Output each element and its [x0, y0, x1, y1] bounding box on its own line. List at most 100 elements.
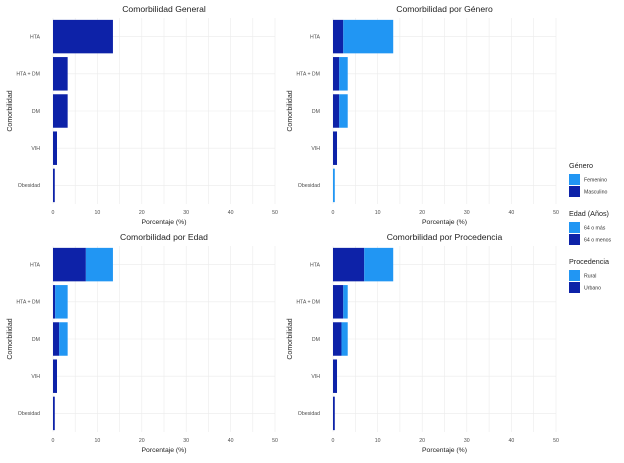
- bar-dm-64-o-menos: [53, 322, 60, 356]
- y-tick-label: Obesidad: [298, 411, 320, 417]
- bar-hta-64-o-menos: [53, 247, 86, 282]
- y-tick-label: HTA: [30, 262, 41, 268]
- x-axis-label: Porcentaje (%): [142, 447, 187, 454]
- y-tick-label: HTA + DM: [16, 300, 40, 306]
- bar-vih-urbano: [333, 359, 338, 393]
- chart-panel-4: HTA HTA + DM DM VIH Obesidad 0 10 20 30 40 50 Comor…: [287, 232, 559, 454]
- y-tick-label: VIH: [31, 374, 40, 380]
- y-tick-label: DM: [32, 337, 40, 343]
- legend-label: Rural: [584, 274, 596, 280]
- bar-dm-masculino: [333, 94, 340, 128]
- bar-hta-total: [53, 19, 113, 54]
- legend-label: Femenino: [584, 178, 607, 184]
- x-tick-label: 10: [375, 210, 381, 216]
- legend-title: Edad (Años): [569, 209, 609, 218]
- x-tick-label: 40: [228, 210, 234, 216]
- y-axis-label: Comorbilidad: [287, 318, 294, 359]
- bar-dm-total: [53, 94, 68, 128]
- bar-hta-dm-rural: [343, 285, 348, 319]
- x-tick-label: 10: [375, 438, 381, 444]
- legend-swatch: [569, 174, 580, 185]
- bar-hta-femenino: [343, 19, 394, 54]
- y-tick-label: VIH: [311, 374, 320, 380]
- bar-hta-dm-masculino: [333, 57, 340, 91]
- bar-hta-urbano: [333, 247, 365, 282]
- chart-title: Comorbilidad por Procedencia: [387, 232, 503, 242]
- bar-hta-rural: [364, 247, 394, 282]
- bar-hta-dm-urbano: [333, 285, 344, 319]
- y-axis-label: Comorbilidad: [7, 90, 14, 131]
- x-tick-label: 20: [139, 438, 145, 444]
- chart-title: Comorbilidad por Género: [396, 4, 493, 14]
- bar-hta-dm-64-o-m-s: [55, 285, 68, 319]
- bar-hta-dm-64-o-menos: [53, 285, 56, 319]
- x-tick-label: 20: [139, 210, 145, 216]
- legend-swatch: [569, 222, 580, 233]
- x-tick-label: 50: [272, 438, 278, 444]
- x-tick-label: 40: [228, 438, 234, 444]
- legend-label: 64 o menos: [584, 238, 612, 244]
- x-tick-label: 40: [509, 210, 515, 216]
- bar-vih-64-o-menos: [53, 359, 57, 393]
- legend-swatch: [569, 282, 580, 293]
- legend-label: Urbano: [584, 286, 601, 292]
- bar-hta-dm-femenino: [339, 57, 348, 91]
- bar-dm-femenino: [339, 94, 348, 128]
- x-tick-label: 0: [332, 210, 335, 216]
- bar-dm-64-o-m-s: [59, 322, 68, 356]
- x-tick-label: 30: [464, 438, 470, 444]
- bar-vih-total: [53, 131, 57, 165]
- x-tick-label: 40: [509, 438, 515, 444]
- y-tick-label: HTA: [310, 262, 321, 268]
- legend-3: Procedencia Rural Urbano: [569, 257, 609, 293]
- y-tick-label: HTA + DM: [296, 300, 320, 306]
- y-tick-label: Obesidad: [298, 183, 320, 189]
- chart-panel-3: HTA HTA + DM DM VIH Obesidad 0 10 20 30 40 50 Comor…: [7, 232, 278, 454]
- x-tick-label: 0: [52, 210, 55, 216]
- bar-hta-dm-total: [53, 57, 68, 91]
- legend-swatch: [569, 186, 580, 197]
- bar-hta-64-o-m-s: [85, 247, 113, 282]
- x-axis-label: Porcentaje (%): [142, 219, 187, 226]
- bar-dm-rural: [341, 322, 348, 356]
- y-tick-label: Obesidad: [18, 183, 40, 189]
- y-tick-label: HTA + DM: [16, 72, 40, 78]
- legend-label: 64 o más: [584, 226, 606, 232]
- y-tick-label: VIH: [311, 146, 320, 152]
- x-tick-label: 50: [553, 210, 559, 216]
- legend-label: Masculino: [584, 190, 607, 196]
- legend-1: Género Femenino Masculino: [569, 161, 607, 197]
- x-tick-label: 30: [183, 210, 189, 216]
- chart-panel-1: HTA HTA + DM DM VIH Obesidad 0 10 20 30 40 50 Comor…: [7, 4, 278, 226]
- y-axis-label: Comorbilidad: [7, 318, 14, 359]
- x-tick-label: 10: [95, 438, 101, 444]
- x-axis-label: Porcentaje (%): [422, 219, 467, 226]
- x-tick-label: 50: [272, 210, 278, 216]
- x-tick-label: 50: [553, 438, 559, 444]
- y-tick-label: DM: [312, 337, 320, 343]
- bar-obesidad-64-o-menos: [53, 396, 55, 431]
- bar-vih-masculino: [333, 131, 338, 165]
- bar-obesidad-femenino: [333, 168, 335, 203]
- x-axis-label: Porcentaje (%): [422, 447, 467, 454]
- bar-obesidad-total: [53, 168, 55, 203]
- y-tick-label: DM: [312, 109, 320, 115]
- y-tick-label: HTA + DM: [296, 72, 320, 78]
- bar-dm-urbano: [333, 322, 342, 356]
- legend-title: Procedencia: [569, 257, 609, 266]
- chart-title: Comorbilidad General: [122, 4, 206, 14]
- y-tick-label: Obesidad: [18, 411, 40, 417]
- legend-swatch: [569, 234, 580, 245]
- x-tick-label: 30: [183, 438, 189, 444]
- chart-panel-2: HTA HTA + DM DM VIH Obesidad 0 10 20 30 40 50 Comor…: [287, 4, 559, 226]
- bar-hta-masculino: [333, 19, 344, 54]
- y-tick-label: DM: [32, 109, 40, 115]
- y-tick-label: HTA: [30, 34, 41, 40]
- legend-title: Género: [569, 161, 593, 170]
- legend-2: Edad (Años) 64 o más 64 o menos: [569, 209, 612, 245]
- chart-title: Comorbilidad por Edad: [120, 232, 208, 242]
- y-axis-label: Comorbilidad: [287, 90, 294, 131]
- x-tick-label: 30: [464, 210, 470, 216]
- y-tick-label: HTA: [310, 34, 321, 40]
